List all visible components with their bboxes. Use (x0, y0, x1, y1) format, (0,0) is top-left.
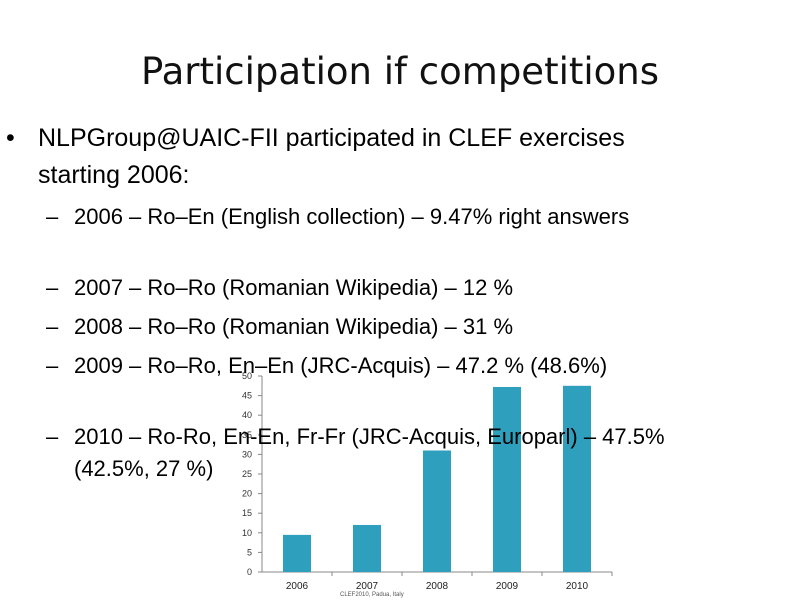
sub-marker: – (46, 204, 59, 229)
bar-2007 (353, 524, 381, 572)
y-tick-label: 30 (242, 449, 252, 459)
sub-marker: – (46, 275, 59, 300)
y-tick-label: 15 (242, 508, 252, 518)
x-tick-label: 2009 (496, 581, 519, 592)
bar-2006 (283, 534, 311, 572)
y-tick-label: 20 (242, 489, 252, 499)
x-tick-label: 2008 (426, 581, 449, 592)
x-tick-label: 2007 (356, 581, 379, 592)
sub-item-text: 2007 – Ro–Ro (Romanian Wikipedia) – 12 % (74, 275, 514, 300)
bar-2010 (563, 385, 591, 572)
y-tick-label: 25 (242, 469, 252, 479)
y-tick-label: 50 (242, 371, 252, 381)
main-bullet-text: NLPGroup@UAIC-FII participated in CLEF e… (38, 124, 625, 189)
y-tick-label: 35 (242, 430, 252, 440)
slide-footer: CLEF2010, Padua, Italy (340, 592, 404, 598)
sub-item-text: 2009 – Ro–Ro, En–En (JRC-Acquis) – 47.2 … (74, 353, 608, 378)
y-tick-label: 0 (247, 567, 252, 577)
sub-marker: – (46, 314, 59, 339)
sub-item-text: 2008 – Ro–Ro (Romanian Wikipedia) – 31 % (74, 314, 514, 339)
y-tick-label: 40 (242, 410, 252, 420)
sub-item-text: 2010 – Ro-Ro, En-En, Fr-Fr (JRC-Acquis, … (74, 424, 665, 481)
x-tick-label: 2010 (566, 581, 589, 592)
sub-marker: – (46, 424, 59, 449)
bullet-marker: • (6, 124, 15, 152)
x-tick-label: 2006 (286, 581, 309, 592)
bar-2009 (493, 386, 521, 572)
sub-marker: – (46, 353, 59, 378)
y-tick-label: 5 (247, 547, 252, 557)
y-tick-label: 45 (242, 391, 252, 401)
sub-item-text: 2006 – Ro–En (English collection) – 9.47… (74, 204, 630, 229)
y-tick-label: 10 (242, 528, 252, 538)
bar-2008 (423, 450, 451, 572)
slide-title: Participation if competitions (140, 50, 660, 93)
